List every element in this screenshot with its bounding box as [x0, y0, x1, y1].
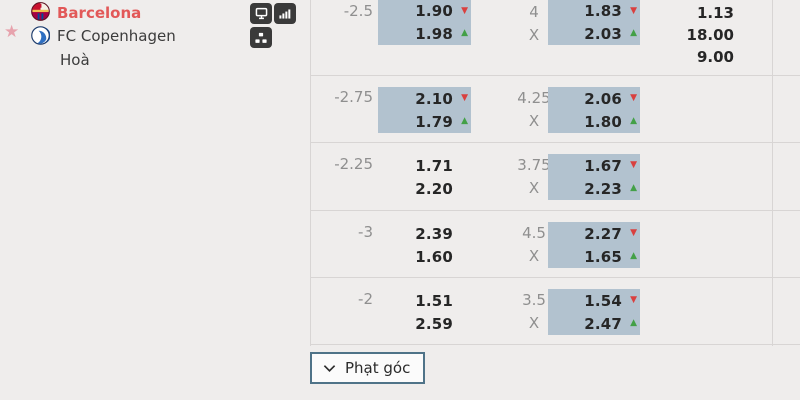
odds-row: -2.5 1.90 ▼ 1.98 ▲ 4 X 1.83 ▼ 2.03 ▲ 1.13 18.…: [311, 0, 800, 76]
total-odds-bottom[interactable]: 1.80: [584, 112, 622, 131]
trend-arrow-icon: ▼: [630, 93, 637, 103]
handicap-value: -2.25: [334, 155, 373, 173]
trend-arrow-icon: ▼: [461, 93, 468, 103]
total-odds-bottom[interactable]: 2.47: [584, 314, 622, 333]
total-line-column: 4 X: [504, 1, 564, 47]
trend-arrow-icon: ▲: [630, 116, 637, 126]
draw-x-label: X: [528, 247, 540, 265]
total-line-column: 4.5 X: [504, 222, 564, 268]
trend-arrow-icon: ▲: [630, 251, 637, 261]
chevron-down-icon: [323, 364, 336, 373]
total-odds-top[interactable]: 1.83: [584, 2, 622, 21]
stats-bars-icon[interactable]: [274, 3, 296, 24]
total-line-column: 3.5 X: [504, 289, 564, 335]
total-line-value: 3.75: [517, 156, 551, 174]
outcome-odds-value[interactable]: 1.13: [696, 4, 734, 22]
home-team-name: Barcelona: [57, 4, 142, 22]
spread-odds-cell[interactable]: 1.90 ▼ 1.98 ▲: [378, 0, 471, 45]
total-line-value: 4.5: [522, 224, 546, 242]
handicap-value: -2.5: [343, 2, 373, 20]
trend-arrow-icon: ▼: [630, 160, 637, 170]
spread-odds-top[interactable]: 1.51: [415, 291, 453, 310]
trend-arrow-icon: ▲: [461, 116, 468, 126]
odds-row: -2 1.51 2.59 3.5 X 1.54 ▼ 2.47 ▲: [311, 278, 800, 345]
corners-toggle-button[interactable]: Phạt góc: [310, 352, 425, 384]
lineup-icon[interactable]: [250, 27, 272, 48]
odds-row: -2.75 2.10 ▼ 1.79 ▲ 4.25 X 2.06 ▼ 1.80 ▲: [311, 76, 800, 143]
spread-odds-top[interactable]: 1.90: [415, 2, 453, 21]
total-line-value: 3.5: [522, 291, 546, 309]
spread-odds-top[interactable]: 2.39: [415, 224, 453, 243]
trend-arrow-icon: ▼: [630, 5, 637, 16]
barcelona-logo-icon: [31, 2, 50, 21]
total-odds-cell[interactable]: 2.27 ▼ 1.65 ▲: [548, 222, 640, 268]
total-odds-top[interactable]: 2.06: [584, 89, 622, 108]
spread-odds-top[interactable]: 1.71: [415, 156, 453, 175]
total-odds-bottom[interactable]: 2.23: [584, 179, 622, 198]
spread-odds-bottom[interactable]: 1.60: [415, 247, 453, 266]
total-odds-top[interactable]: 1.67: [584, 156, 622, 175]
total-odds-cell[interactable]: 1.67 ▼ 2.23 ▲: [548, 154, 640, 200]
handicap-value: -2: [358, 290, 373, 308]
panel-divider: [310, 0, 311, 346]
spread-odds-cell[interactable]: 1.51 2.59: [378, 289, 471, 335]
trend-arrow-icon: ▼: [630, 228, 637, 238]
odds-table: -2.5 1.90 ▼ 1.98 ▲ 4 X 1.83 ▼ 2.03 ▲ 1.13 18.…: [311, 0, 800, 346]
fc-copenhagen-logo-icon: [31, 26, 51, 45]
trend-arrow-icon: ▲: [630, 28, 637, 39]
odds-row: -3 2.39 1.60 4.5 X 2.27 ▼ 1.65 ▲: [311, 211, 800, 278]
total-line-value: 4: [529, 3, 539, 21]
draw-x-label: X: [528, 112, 540, 130]
odds-row: -2.25 1.71 2.20 3.75 X 1.67 ▼ 2.23 ▲: [311, 143, 800, 211]
handicap-value: -2.75: [334, 88, 373, 106]
outcome-odds-value[interactable]: 18.00: [686, 26, 734, 44]
outcome-odds-value[interactable]: 9.00: [696, 48, 734, 66]
total-odds-bottom[interactable]: 2.03: [584, 24, 622, 43]
spread-odds-cell[interactable]: 1.71 2.20: [378, 154, 471, 200]
total-line-column: 3.75 X: [504, 154, 564, 200]
away-team-name: FC Copenhagen: [57, 27, 176, 45]
total-odds-top[interactable]: 2.27: [584, 224, 622, 243]
draw-x-label: X: [528, 314, 540, 332]
total-line-column: 4.25 X: [504, 87, 564, 133]
spread-odds-top[interactable]: 2.10: [415, 89, 453, 108]
outcome-odds-column: 1.13 18.00 9.00: [654, 2, 734, 68]
spread-odds-cell[interactable]: 2.10 ▼ 1.79 ▲: [378, 87, 471, 133]
trend-arrow-icon: ▼: [461, 5, 468, 16]
handicap-value: -3: [358, 223, 373, 241]
spread-odds-bottom[interactable]: 2.20: [415, 179, 453, 198]
total-odds-cell[interactable]: 1.83 ▼ 2.03 ▲: [548, 0, 640, 45]
spread-odds-bottom[interactable]: 2.59: [415, 314, 453, 333]
favorite-star-icon[interactable]: ★: [4, 22, 20, 42]
draw-x-label: X: [528, 179, 540, 197]
corners-button-label: Phạt góc: [345, 359, 411, 377]
spread-odds-bottom[interactable]: 1.79: [415, 112, 453, 131]
draw-x-label: X: [528, 26, 540, 44]
trend-arrow-icon: ▲: [630, 318, 637, 328]
right-column-divider: [772, 0, 773, 346]
total-line-value: 4.25: [517, 89, 551, 107]
draw-label: Hoà: [60, 51, 90, 69]
total-odds-cell[interactable]: 2.06 ▼ 1.80 ▲: [548, 87, 640, 133]
total-odds-bottom[interactable]: 1.65: [584, 247, 622, 266]
trend-arrow-icon: ▲: [461, 28, 468, 39]
trend-arrow-icon: ▲: [630, 183, 637, 193]
total-odds-cell[interactable]: 1.54 ▼ 2.47 ▲: [548, 289, 640, 335]
trend-arrow-icon: ▼: [630, 295, 637, 305]
live-tv-icon[interactable]: [250, 3, 272, 24]
total-odds-top[interactable]: 1.54: [584, 291, 622, 310]
spread-odds-cell[interactable]: 2.39 1.60: [378, 222, 471, 268]
spread-odds-bottom[interactable]: 1.98: [415, 24, 453, 43]
